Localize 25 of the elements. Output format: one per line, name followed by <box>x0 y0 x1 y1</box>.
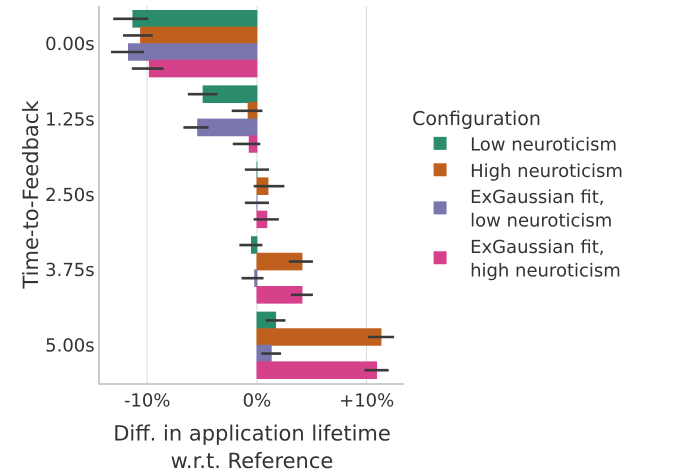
y-tick-label: 0.00s <box>45 34 95 55</box>
bar <box>256 286 302 304</box>
bar <box>140 26 258 44</box>
y-axis-title: Time-to-Feedback <box>19 100 44 290</box>
x-tick-label: -10% <box>124 390 170 412</box>
y-tick-label: 1.25s <box>45 109 95 130</box>
bar <box>256 252 302 270</box>
x-tick-label: 0% <box>242 390 272 412</box>
y-tick-label: 5.00s <box>45 336 95 357</box>
bar <box>128 43 258 61</box>
x-tick-label: +10% <box>339 390 394 412</box>
legend-label: Low neuroticism <box>470 134 618 156</box>
bar <box>197 118 258 136</box>
legend-label: High neuroticism <box>470 160 623 182</box>
bar <box>148 60 258 78</box>
bar <box>202 85 258 104</box>
y-tick-label: 3.75s <box>45 260 95 282</box>
bar <box>256 328 382 346</box>
bar <box>256 361 378 379</box>
legend-title: Configuration <box>412 108 541 130</box>
legend-label: ExGaussian fit, low neuroticism <box>470 187 612 232</box>
x-axis-title: Diff. in application lifetime w.r.t. Reference <box>113 422 391 473</box>
bar <box>132 10 258 28</box>
legend-label: ExGaussian fit, high neuroticism <box>470 237 621 282</box>
y-tick-label: 2.50s <box>45 184 95 206</box>
